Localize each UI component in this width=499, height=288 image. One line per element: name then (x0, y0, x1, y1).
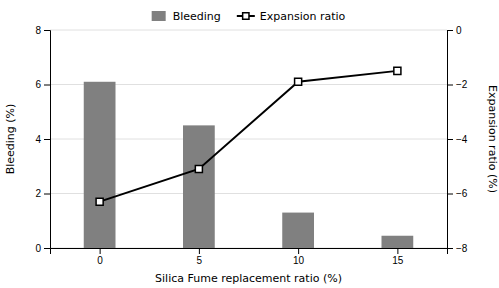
axis-line (44, 31, 51, 249)
tick-mark (447, 30, 453, 31)
plot: 0 5 10 15 0 2 4 6 8 −8 −6 −4 −2 0 (35, 25, 467, 266)
tick-label: 8 (35, 25, 41, 36)
tick-label: 0 (35, 243, 41, 254)
tick-label: −8 (456, 243, 468, 254)
legend: Bleeding Expansion ratio (152, 10, 346, 23)
markers (96, 67, 401, 205)
tick: −8 (447, 243, 468, 254)
tick-mark (298, 248, 299, 254)
tick: 2 (35, 188, 50, 199)
tick: 5 (197, 248, 203, 266)
legend-swatch (152, 11, 166, 21)
tick-mark (44, 248, 50, 249)
tick-mark (199, 248, 200, 254)
y2-axis: −8 −6 −4 −2 0 (447, 25, 468, 254)
legend-item: Bleeding (152, 10, 221, 23)
bar (381, 236, 413, 248)
tick: −2 (447, 79, 468, 90)
bar (282, 213, 314, 248)
tick-label: 2 (35, 188, 41, 199)
tick-mark (44, 85, 50, 86)
grid-line (50, 30, 447, 31)
tick-label: 6 (35, 79, 41, 90)
tick: 8 (35, 25, 50, 36)
tick: −6 (447, 188, 468, 199)
tick-mark (447, 85, 453, 86)
bar-series (84, 82, 414, 248)
bar (183, 125, 215, 248)
tick-mark (447, 248, 453, 249)
legend-marker (243, 13, 249, 19)
chart: 0 5 10 15 0 2 4 6 8 −8 −6 −4 −2 0 Silica Fume replacem… (0, 0, 499, 288)
x-axis: 0 5 10 15 (51, 248, 448, 266)
marker (394, 67, 401, 74)
marks (84, 67, 414, 248)
grid (50, 30, 447, 248)
tick: 6 (35, 79, 50, 90)
tick: 0 (97, 248, 103, 266)
y2-axis-title: Expansion ratio (%) (486, 85, 499, 193)
tick-label: 15 (392, 255, 404, 266)
y-axis-title: Bleeding (%) (4, 104, 17, 175)
tick: −4 (447, 134, 468, 145)
tick-label: 4 (35, 134, 41, 145)
tick: 15 (392, 248, 404, 266)
legend-label: Bleeding (173, 10, 221, 23)
bar (84, 82, 116, 248)
tick-mark (44, 30, 50, 31)
x-axis-title: Silica Fume replacement ratio (%) (155, 272, 342, 285)
y-axis: 0 2 4 6 8 (35, 25, 50, 254)
tick-label: −6 (456, 188, 468, 199)
legend-label: Expansion ratio (260, 10, 346, 23)
tick: 0 (35, 243, 50, 254)
tick-label: 0 (97, 255, 103, 266)
tick-label: −4 (456, 134, 468, 145)
tick-label: 0 (456, 25, 462, 36)
axis-line (448, 31, 454, 249)
tick-label: 10 (293, 255, 305, 266)
marker (295, 78, 302, 85)
tick-mark (447, 139, 453, 140)
tick: 0 (447, 25, 462, 36)
tick: 4 (35, 134, 50, 145)
tick-mark (44, 194, 50, 195)
tick-mark (100, 248, 101, 254)
tick-label: 5 (197, 255, 203, 266)
line (100, 71, 398, 202)
marker (96, 198, 103, 205)
axis-line (51, 249, 448, 255)
tick-mark (44, 139, 50, 140)
marker (195, 165, 202, 172)
tick-label: −2 (456, 79, 468, 90)
tick-mark (397, 248, 398, 254)
tick-mark (447, 194, 453, 195)
legend-item: Expansion ratio (237, 10, 346, 23)
tick: 10 (293, 248, 305, 266)
